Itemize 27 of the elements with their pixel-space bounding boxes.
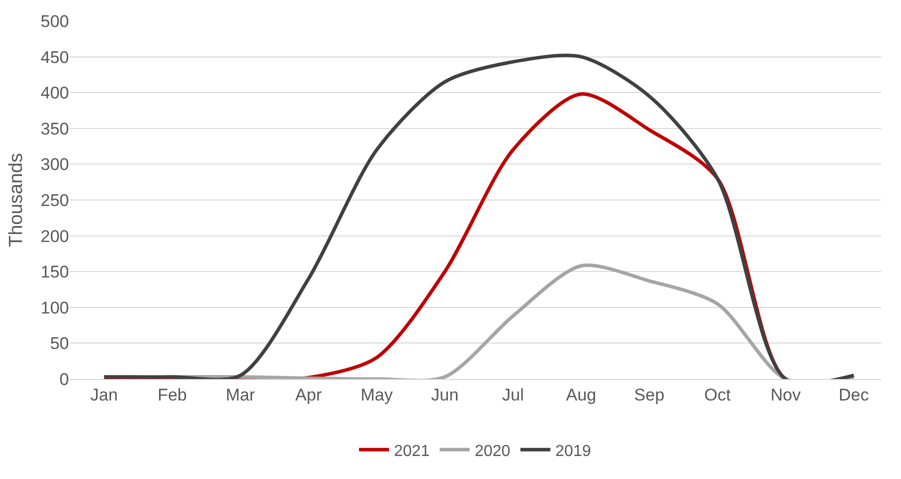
y-tick-label: 0 [60, 370, 69, 389]
x-tick-label: Feb [158, 385, 187, 404]
y-tick-label: 150 [40, 262, 69, 282]
x-tick-label: Mar [226, 385, 256, 404]
x-tick-label: Aug [566, 385, 596, 404]
y-tick-label: 100 [40, 298, 69, 318]
x-tick-label: Nov [770, 385, 802, 404]
x-tick-label: Oct [704, 385, 731, 404]
y-axis-title: Thousands [6, 152, 27, 248]
y-tick-label: 400 [40, 84, 69, 103]
legend-label: 2021 [394, 442, 430, 460]
x-tick-label: Sep [634, 385, 664, 404]
legend-label: 2020 [474, 442, 510, 460]
y-tick-label: 500 [40, 12, 69, 31]
y-tick-label: 50 [50, 334, 69, 354]
x-tick-label: Jul [502, 385, 524, 404]
y-tick-label: 450 [40, 48, 69, 67]
x-tick-label: Dec [838, 385, 870, 404]
y-tick-label: 350 [40, 119, 69, 138]
x-tick-label: Jun [431, 385, 459, 404]
x-tick-label: May [360, 385, 394, 404]
y-tick-label: 250 [40, 190, 69, 210]
y-tick-label: 300 [40, 155, 69, 174]
x-tick-label: Apr [295, 385, 322, 404]
x-tick-label: Jan [90, 385, 118, 404]
legend-label: 2019 [555, 442, 592, 460]
y-tick-label: 200 [40, 226, 69, 246]
